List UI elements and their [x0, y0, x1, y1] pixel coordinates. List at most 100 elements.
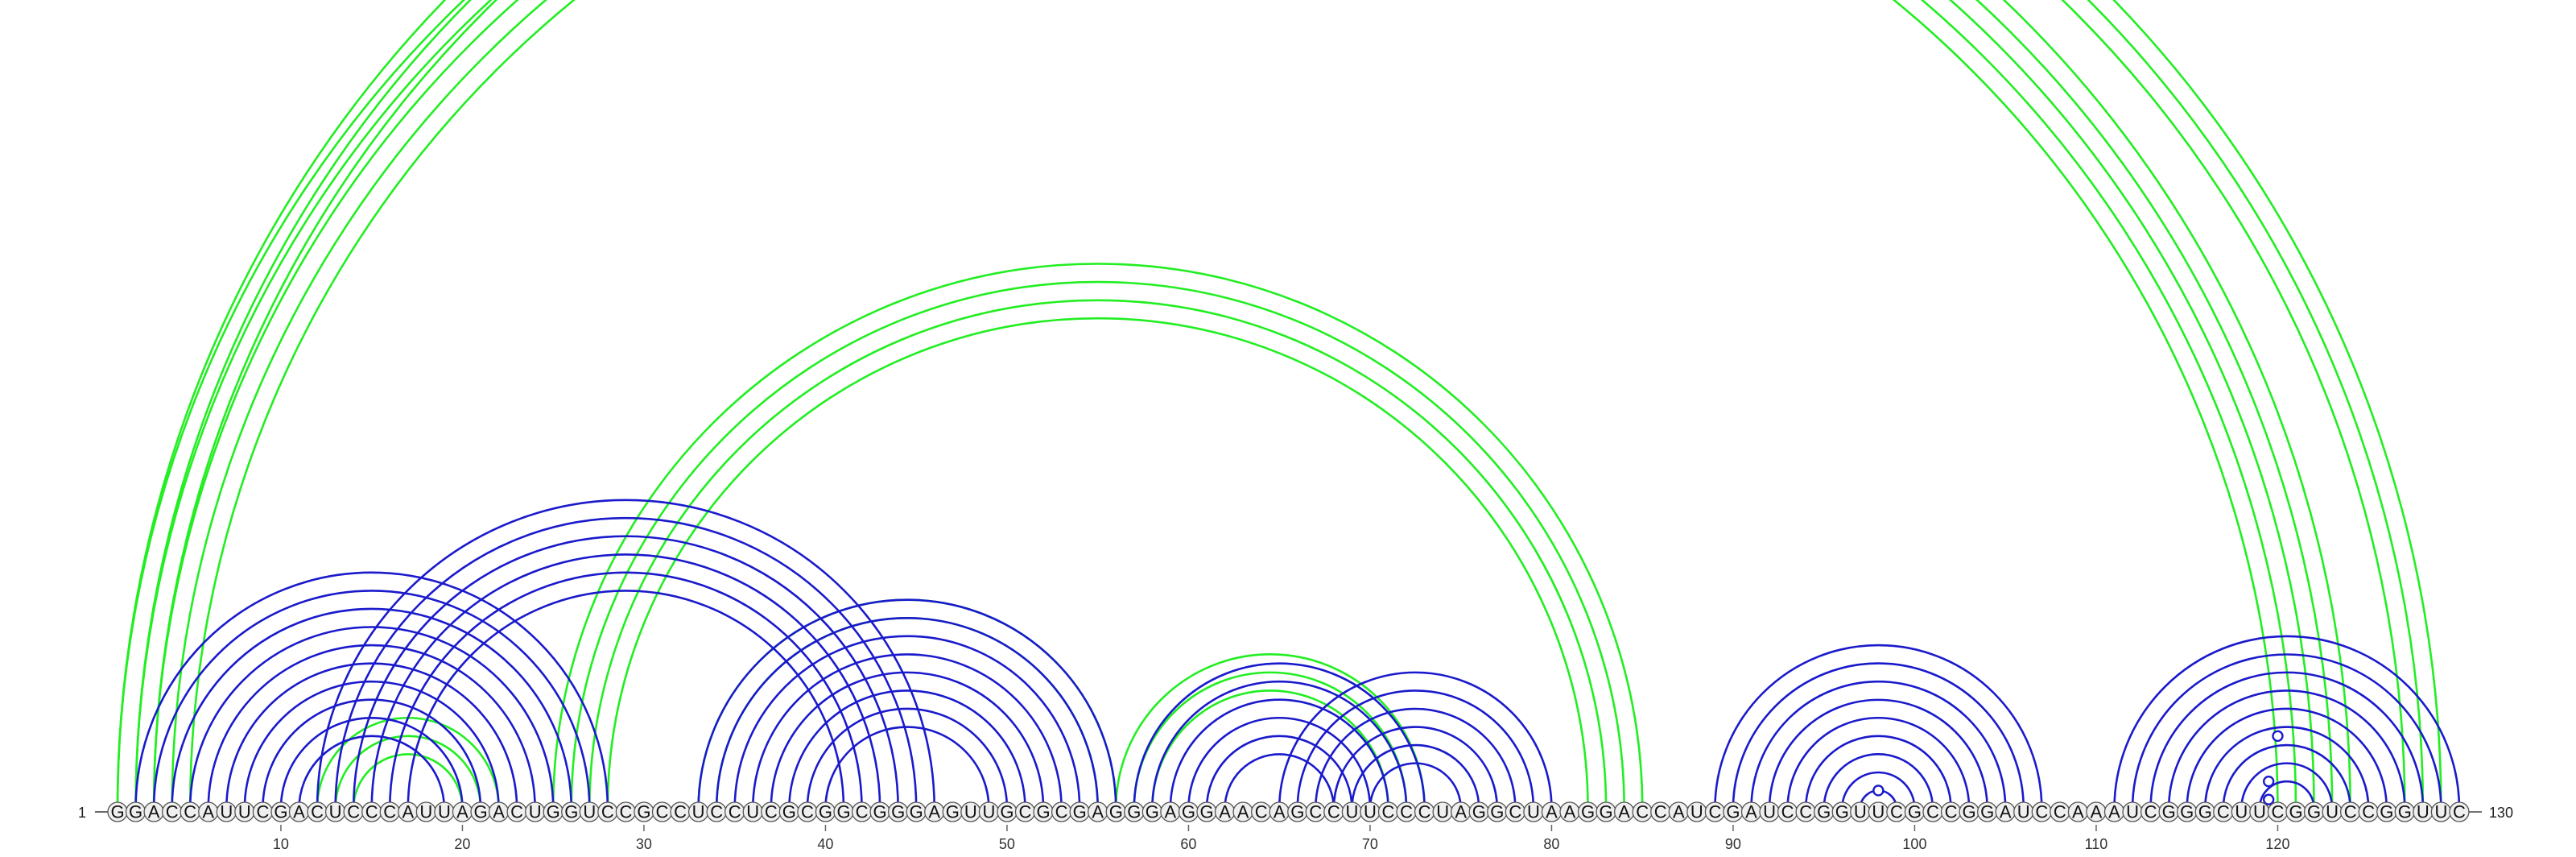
nucleotide-letter: A [1165, 802, 1177, 822]
axis-tick-label: 30 [636, 836, 652, 852]
nucleotide-letter: A [1564, 802, 1576, 822]
nucleotide-letter: C [729, 802, 741, 822]
nucleotide-letter: A [2072, 802, 2084, 822]
nucleotide-letter: G [110, 802, 124, 822]
green-base-pair-arc [116, 0, 2351, 809]
nucleotide-letter: A [1673, 802, 1685, 822]
nucleotide-letter: G [946, 802, 960, 822]
nucleotide-letter: C [1654, 802, 1667, 822]
blue-base-pair-arc [298, 735, 446, 809]
nucleotide-letter: U [692, 802, 705, 822]
nucleotide-letter: G [2307, 802, 2321, 822]
blue-base-pair-arc [1840, 771, 1916, 809]
nucleotide-letter: G [1963, 802, 1976, 822]
nucleotide-letter: C [1708, 802, 1721, 822]
nucleotide-letter: U [438, 802, 451, 822]
nucleotide-letter: G [1817, 802, 1831, 822]
nucleotide-letter: G [2380, 802, 2393, 822]
nucleotide-letter: G [1908, 802, 1922, 822]
nucleotide-letter: A [293, 802, 305, 822]
blue-base-pair-arc [2167, 689, 2406, 809]
blue-base-pair-arc [1732, 662, 2025, 809]
blue-base-pair-arc [824, 726, 990, 809]
nucleotide-letter: G [274, 802, 287, 822]
nucleotide-letter: C [1400, 802, 1413, 822]
nucleotide-letter: G [1182, 802, 1195, 822]
nucleotide-letter: G [873, 802, 887, 822]
blue-base-pair-arc [2222, 743, 2351, 809]
nucleotide-letter: G [1490, 802, 1504, 822]
blue-arc-layer [134, 499, 2461, 809]
nucleotide-letter: C [2145, 802, 2157, 822]
nucleotide-letter: A [2091, 802, 2103, 822]
nucleotide-letter: C [510, 802, 523, 822]
nucleotide-letter: C [1945, 802, 1958, 822]
nucleotide-letter: G [637, 802, 650, 822]
green-base-pair-arc [606, 317, 1589, 809]
nucleotide-letter: C [674, 802, 687, 822]
nucleotide-letter: C [2054, 802, 2066, 822]
blue-base-pair-arc [2149, 671, 2425, 809]
nucleotide-letter: G [2198, 802, 2212, 822]
blue-base-pair-arc [806, 707, 1009, 809]
blue-base-pair-arc [751, 653, 1063, 809]
green-base-pair-arc [570, 280, 1625, 809]
blue-base-pair-arc [388, 571, 863, 809]
nucleotide-letter: A [1274, 802, 1286, 822]
axis-tick-label: 90 [1725, 836, 1741, 852]
nucleotide-letter: C [856, 802, 869, 822]
nucleotide-letter: U [238, 802, 251, 822]
nucleotide-letter: G [564, 802, 578, 822]
nucleotide-letter: C [365, 802, 378, 822]
nucleotide-letter: C [1636, 802, 1649, 822]
hairpin-loop-marker [2272, 730, 2284, 742]
nucleotide-letter: A [928, 802, 940, 822]
nucleotide-letter: A [1092, 802, 1104, 822]
nucleotide-letter: C [1055, 802, 1068, 822]
nucleotide-letter: U [1854, 802, 1867, 822]
nucleotide-letter: A [1455, 802, 1467, 822]
green-base-pair-arc [697, 598, 1117, 809]
nucleotide-letter: G [1472, 802, 1486, 822]
nucleotide-letter: U [1527, 802, 1540, 822]
nucleotide-letter: A [148, 802, 160, 822]
nucleotide-letter: U [419, 802, 432, 822]
axis-tick-label: 50 [999, 836, 1015, 852]
nucleotide-letter: A [493, 802, 505, 822]
blue-base-pair-arc [1786, 717, 1971, 809]
nucleotide-letter: C [656, 802, 669, 822]
blue-base-pair-arc [1804, 735, 1952, 809]
nucleotide-letter: A [202, 802, 214, 822]
nucleotide-letter: G [1726, 802, 1740, 822]
nucleotide-letter: C [1781, 802, 1794, 822]
green-base-pair-arc [334, 735, 482, 809]
nucleotide-letter: C [2344, 802, 2357, 822]
green-arc-layer [116, 0, 2442, 809]
blue-base-pair-arc [134, 571, 609, 809]
nucleotide-letter: G [1146, 802, 1159, 822]
nucleotide-letter: A [456, 802, 469, 822]
green-base-pair-arc [588, 299, 1608, 809]
blue-base-pair-arc [2113, 635, 2461, 809]
nucleotide-letter: C [801, 802, 814, 822]
nucleotide-letter: U [583, 802, 596, 822]
nucleotide-letter: G [473, 802, 487, 822]
nucleotide-letter: U [2326, 802, 2339, 822]
nucleotide-letter: U [746, 802, 759, 822]
nucleotide-letter: C [1327, 802, 1340, 822]
nucleotide-letter: C [2362, 802, 2375, 822]
nucleotide-letter: C [1926, 802, 1939, 822]
nucleotide-letter: C [1382, 802, 1395, 822]
green-base-pair-arc [1114, 653, 1426, 809]
nucleotide-letter: U [2235, 802, 2248, 822]
nucleotide-letter: C [311, 802, 324, 822]
blue-base-pair-arc [697, 598, 1117, 809]
nucleotide-letter: G [1980, 802, 1994, 822]
nucleotide-letter: G [1199, 802, 1213, 822]
nucleotide-letter: G [1600, 802, 1613, 822]
nucleotide-letter: G [1036, 802, 1050, 822]
nucleotide-letter: G [1835, 802, 1849, 822]
nucleotide-letter: C [601, 802, 614, 822]
blue-base-pair-arc [207, 644, 536, 809]
